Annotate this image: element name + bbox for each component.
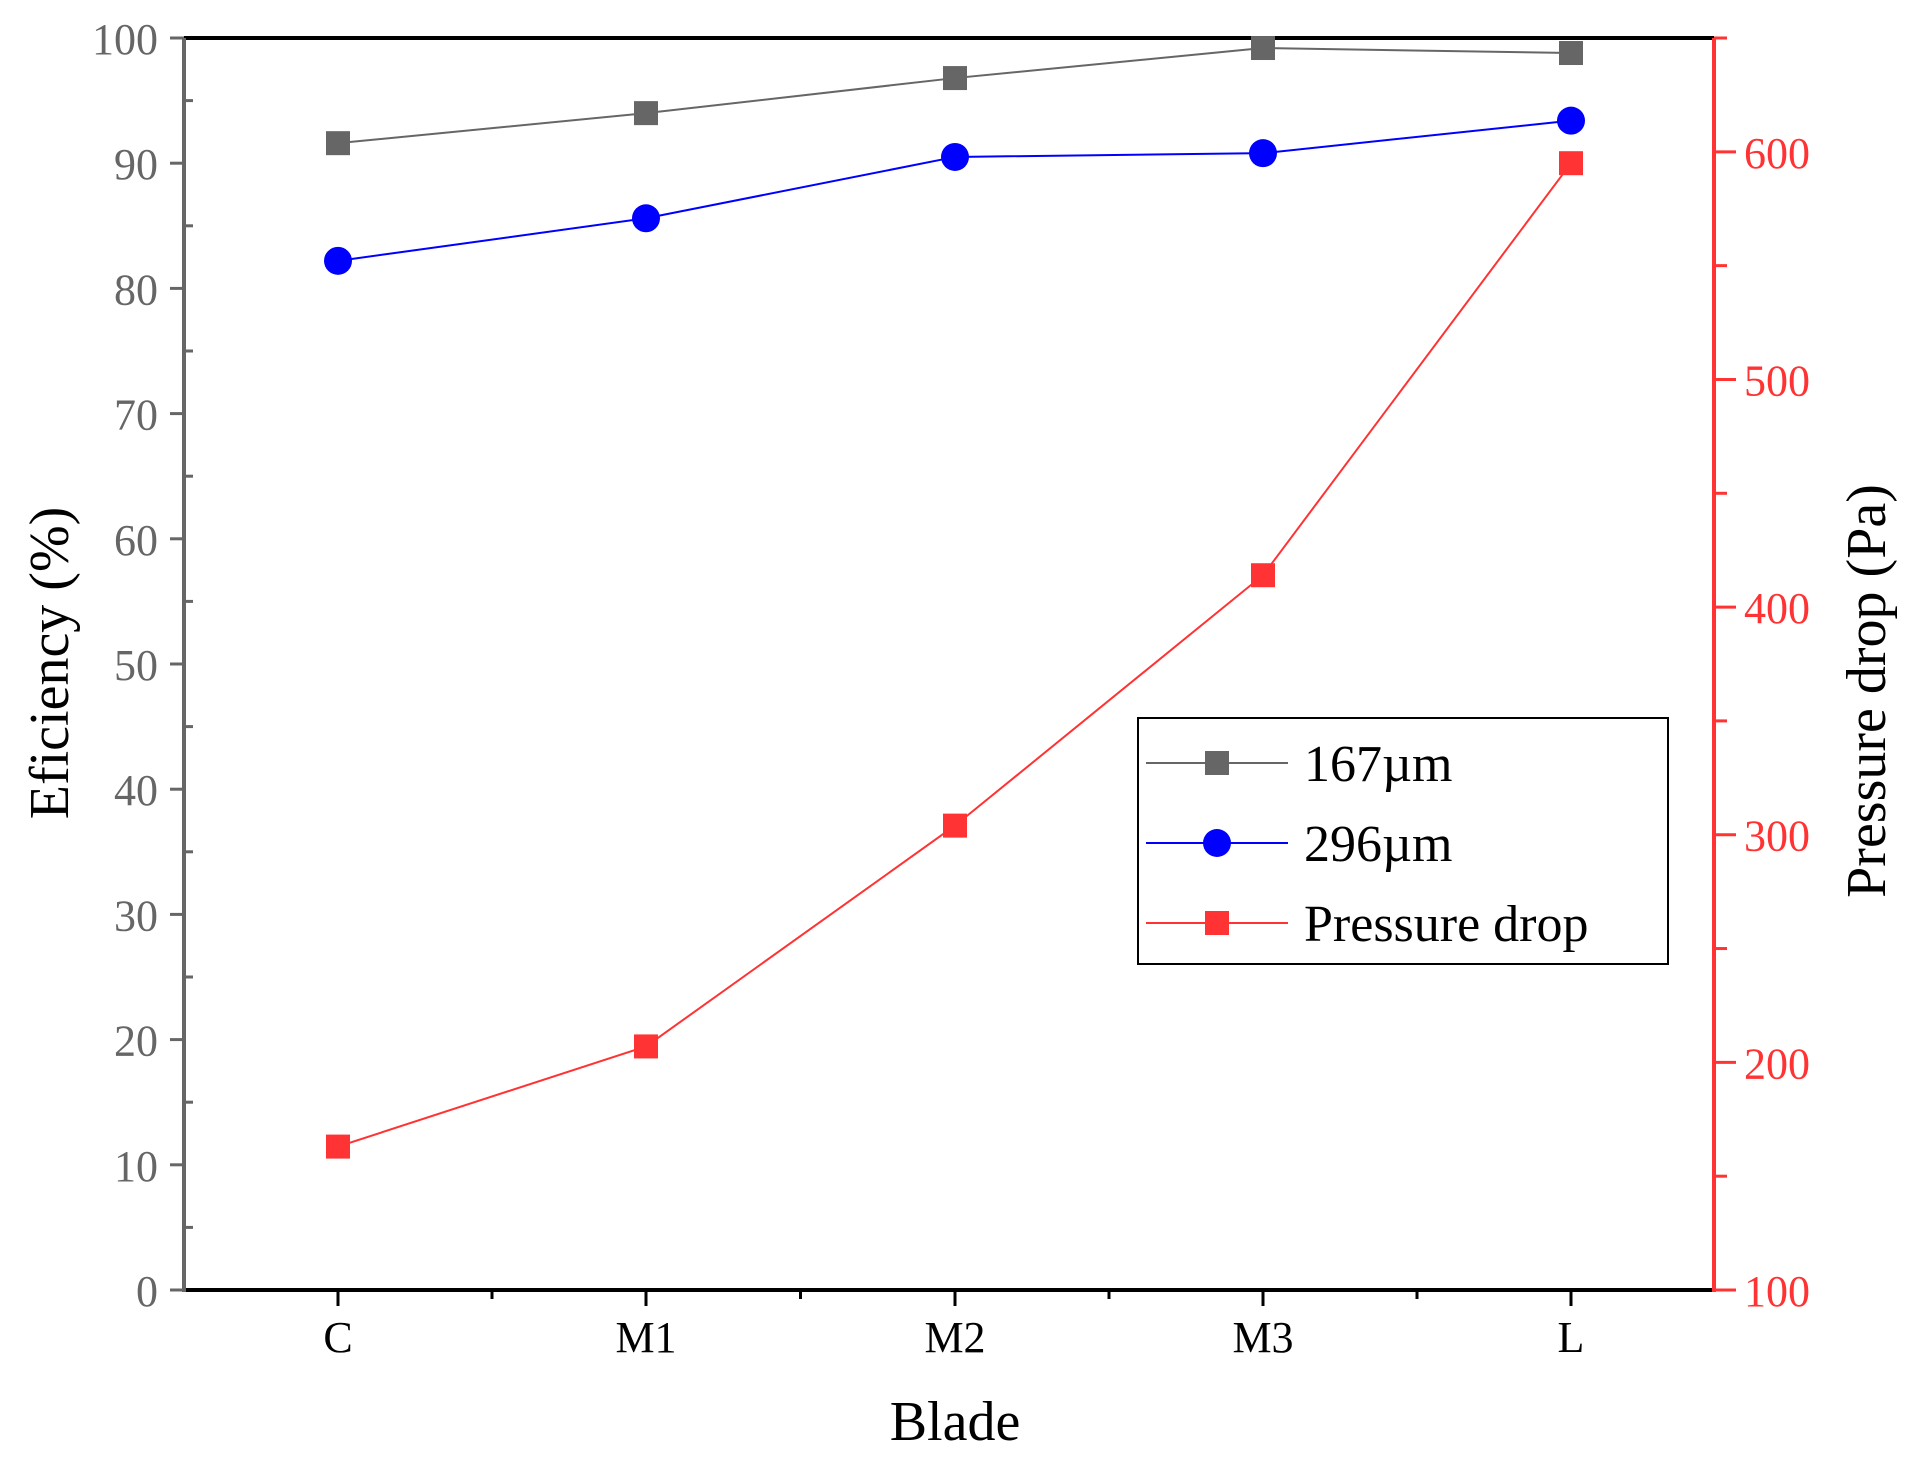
left-tick-label: 80: [114, 265, 158, 314]
data-point: [1559, 151, 1583, 176]
x-tick-label: M3: [1232, 1313, 1293, 1362]
right-tick-label: 500: [1744, 356, 1810, 405]
data-point: [943, 66, 967, 91]
legend: 167µm 296µm Pressure drop: [1137, 717, 1669, 965]
data-point: [326, 131, 350, 156]
left-tick-label: 90: [114, 140, 158, 189]
series-line: [337, 162, 1572, 1148]
data-point: [634, 1034, 658, 1059]
x-axis: C M1 M2 M3 L: [323, 1290, 1584, 1362]
series-0: [326, 36, 1583, 156]
legend-marker: [1205, 911, 1229, 935]
left-tick-label: 70: [114, 391, 158, 440]
plot-frame: [184, 36, 1714, 1292]
legend-entry: 296µm: [1146, 816, 1452, 873]
data-point: [634, 101, 658, 126]
x-tick-label: C: [323, 1313, 352, 1362]
data-point: [1249, 139, 1277, 168]
left-tick-label: 0: [136, 1267, 158, 1316]
series-2: [326, 151, 1583, 1159]
x-tick-label: M2: [924, 1313, 985, 1362]
data-point: [1251, 36, 1275, 61]
legend-marker: [1203, 829, 1231, 857]
right-tick-label: 300: [1744, 812, 1810, 861]
legend-entry: 167µm: [1146, 736, 1452, 793]
right-y-axis-title: Pressure drop (Pa): [1836, 484, 1898, 898]
right-tick-label: 100: [1744, 1267, 1810, 1316]
legend-marker: [1205, 751, 1229, 775]
series-line: [337, 119, 1572, 262]
data-point: [941, 142, 969, 171]
left-y-axis: 0 10 20 30 40 50 60 70 80 90 100: [92, 15, 193, 1316]
left-tick-label: 60: [114, 516, 158, 565]
data-point: [943, 813, 967, 838]
left-tick-label: 100: [92, 15, 158, 64]
x-axis-title: Blade: [890, 1391, 1021, 1453]
data-point: [1251, 563, 1275, 588]
right-tick-label: 600: [1744, 129, 1810, 178]
series-line: [337, 47, 1572, 145]
right-y-axis: 100 200 300 400 500 600: [1712, 36, 1810, 1316]
series-layer: [324, 36, 1585, 1159]
left-tick-label: 10: [114, 1142, 158, 1191]
legend-label: Pressure drop: [1304, 896, 1589, 953]
x-tick-label: M1: [615, 1313, 676, 1362]
left-tick-label: 50: [114, 641, 158, 690]
right-tick-label: 400: [1744, 584, 1810, 633]
data-point: [1557, 106, 1585, 135]
left-y-axis-title: Eficiency (%): [19, 507, 81, 819]
left-tick-label: 20: [114, 1017, 158, 1066]
legend-entry: Pressure drop: [1146, 896, 1589, 953]
data-point: [632, 204, 660, 233]
data-point: [326, 1134, 350, 1159]
series-1: [324, 106, 1585, 275]
right-tick-label: 200: [1744, 1039, 1810, 1088]
left-tick-label: 40: [114, 766, 158, 815]
data-point: [1559, 41, 1583, 66]
legend-label: 167µm: [1304, 736, 1452, 793]
data-point: [324, 246, 352, 275]
legend-label: 296µm: [1304, 816, 1452, 873]
x-tick-label: L: [1558, 1313, 1585, 1362]
left-tick-label: 30: [114, 891, 158, 940]
